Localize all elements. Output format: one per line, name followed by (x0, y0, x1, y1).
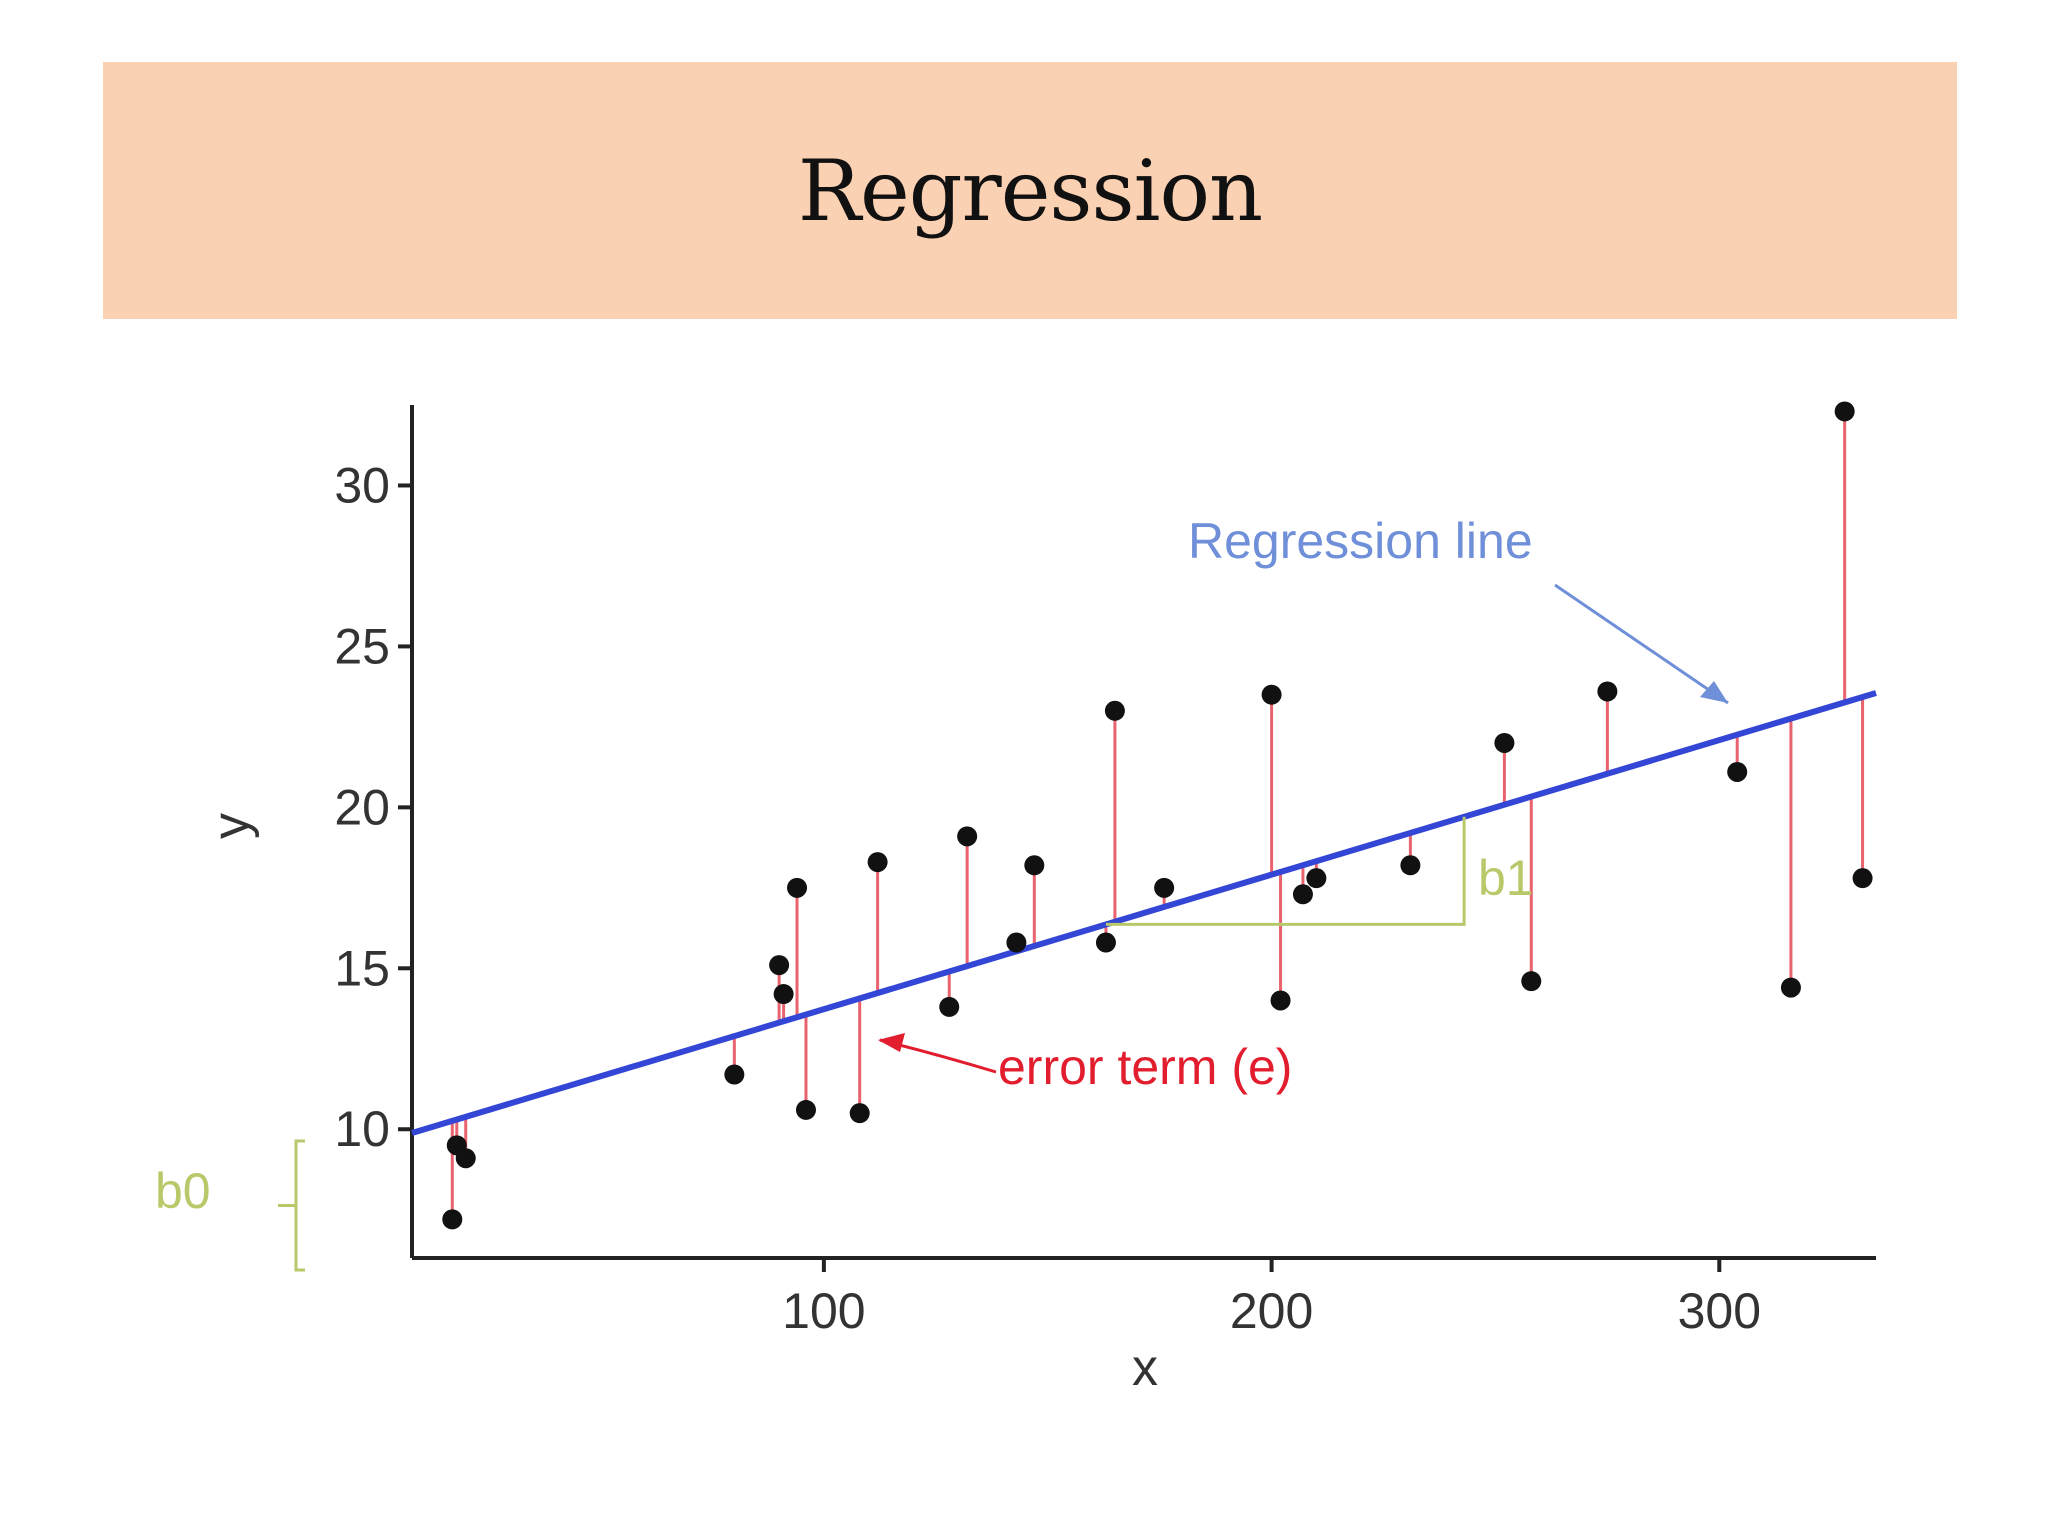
data-point (1521, 971, 1542, 992)
slope-triangle (1105, 816, 1466, 926)
points-layer (442, 401, 1873, 1230)
data-point (1270, 990, 1291, 1011)
y-axis-label: y (202, 813, 260, 839)
data-point (455, 1148, 476, 1169)
data-point (1154, 877, 1175, 898)
regression-arrow (1554, 583, 1729, 705)
data-point (1834, 401, 1855, 422)
intercept-label: b0 (155, 1163, 211, 1219)
data-point (1780, 977, 1801, 998)
regression-arrowhead (1700, 681, 1728, 703)
regression-line (411, 690, 1877, 1136)
x-tick-label: 100 (782, 1283, 865, 1339)
intercept-bracket (278, 1139, 305, 1272)
error-arrowhead (878, 1033, 905, 1052)
y-tick-label: 15 (334, 940, 390, 996)
data-point (795, 1099, 816, 1120)
error-term-label: error term (e) (998, 1039, 1292, 1095)
y-tick-label: 30 (334, 457, 390, 513)
data-point (1261, 684, 1282, 705)
data-point (1494, 732, 1515, 753)
x-tick-label: 300 (1678, 1283, 1761, 1339)
data-point (1306, 868, 1327, 889)
residuals-layer (450, 411, 1865, 1220)
x-axis-label: x (1132, 1339, 1158, 1397)
data-point (849, 1103, 870, 1124)
slope-label: b1 (1478, 850, 1534, 906)
regression-line-label: Regression line (1188, 513, 1533, 569)
data-point (1852, 868, 1873, 889)
data-point (1400, 855, 1421, 876)
title-band: Regression (103, 62, 1957, 319)
data-point (1006, 932, 1027, 953)
data-point (769, 955, 790, 976)
data-point (939, 996, 960, 1017)
data-point (787, 877, 808, 898)
data-point (724, 1064, 745, 1085)
data-point (1095, 932, 1116, 953)
y-tick-label: 25 (334, 618, 390, 674)
slide-title: Regression (797, 141, 1263, 240)
data-point (773, 984, 794, 1005)
regression-line-layer (411, 690, 1877, 1136)
x-tick-label: 200 (1230, 1283, 1313, 1339)
data-point (1024, 855, 1045, 876)
annotation-layer: Regression line error term (e) b0 b1 (155, 513, 1729, 1272)
data-point (1597, 681, 1618, 702)
data-point (442, 1209, 463, 1230)
data-point (957, 826, 978, 847)
data-point (867, 852, 888, 873)
data-point (1104, 700, 1125, 721)
y-tick-label: 20 (334, 779, 390, 835)
axes-layer: 10 15 20 25 30 100 200 300 (334, 405, 1876, 1339)
data-point (1292, 884, 1313, 905)
y-tick-label: 10 (334, 1101, 390, 1157)
data-point (1727, 761, 1748, 782)
